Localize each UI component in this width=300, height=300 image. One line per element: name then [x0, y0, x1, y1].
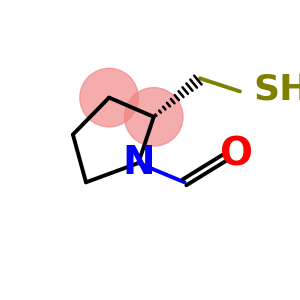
Circle shape [80, 68, 138, 127]
Circle shape [124, 88, 183, 146]
Text: N: N [122, 144, 155, 182]
Text: O: O [219, 136, 252, 174]
Text: SH: SH [254, 73, 300, 107]
